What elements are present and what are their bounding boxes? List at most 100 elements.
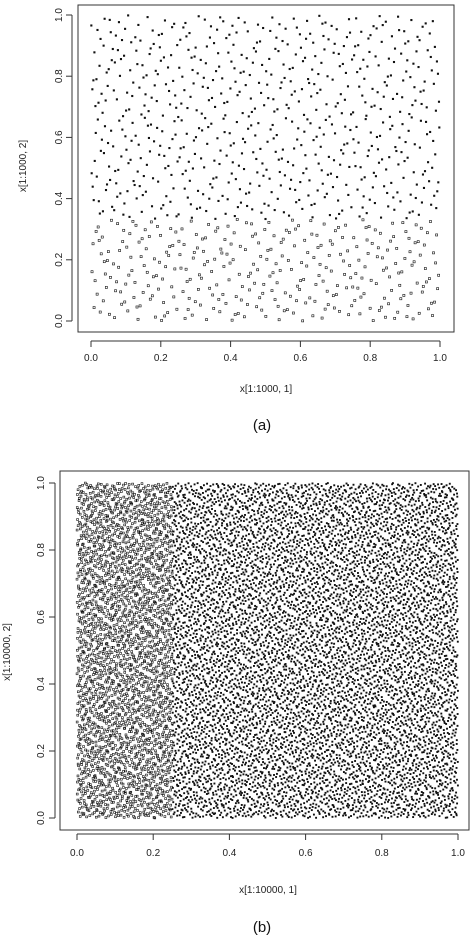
data-point	[333, 730, 335, 733]
data-point	[157, 33, 160, 37]
data-point	[204, 62, 207, 65]
data-point	[122, 228, 126, 232]
data-point	[125, 497, 129, 501]
data-point	[396, 792, 399, 794]
data-point	[304, 154, 307, 157]
data-point	[250, 803, 253, 806]
data-point	[186, 754, 189, 757]
data-point	[359, 536, 362, 539]
data-point	[355, 775, 358, 778]
data-point	[271, 604, 274, 606]
data-point	[328, 491, 331, 494]
data-point	[433, 730, 436, 733]
data-point	[233, 555, 236, 558]
data-point	[318, 587, 321, 590]
data-point	[210, 656, 213, 659]
data-point	[403, 30, 406, 33]
data-point	[384, 816, 387, 819]
data-point	[401, 627, 403, 630]
data-point	[185, 507, 188, 510]
data-point	[304, 581, 307, 584]
data-point	[352, 663, 355, 666]
data-point	[284, 566, 287, 569]
data-point	[195, 531, 198, 534]
data-point	[180, 612, 183, 614]
data-point	[238, 720, 241, 723]
data-point	[236, 206, 239, 209]
data-point	[392, 584, 395, 587]
data-point	[265, 716, 268, 719]
data-point	[202, 591, 205, 594]
data-point	[278, 506, 281, 509]
data-point	[190, 517, 193, 520]
data-point	[344, 533, 346, 536]
data-point	[137, 559, 141, 562]
data-point	[340, 498, 343, 501]
data-point	[350, 696, 353, 699]
data-point	[236, 520, 239, 523]
data-point	[377, 309, 381, 312]
data-point	[420, 758, 423, 761]
data-point	[148, 557, 151, 561]
data-point	[445, 484, 448, 487]
data-point	[386, 248, 389, 252]
data-point	[302, 278, 306, 281]
data-point	[243, 596, 246, 599]
data-point	[202, 599, 205, 602]
data-point	[211, 749, 214, 752]
data-point	[340, 768, 342, 771]
data-point	[264, 585, 267, 588]
data-point	[109, 774, 113, 777]
data-point	[238, 188, 241, 191]
data-point	[246, 798, 249, 801]
data-point	[323, 196, 326, 199]
data-point	[248, 604, 251, 607]
data-point	[408, 754, 411, 756]
data-point	[375, 793, 378, 796]
data-point	[148, 297, 152, 301]
data-point	[119, 290, 122, 294]
data-point	[120, 39, 124, 42]
data-point	[424, 585, 427, 588]
data-point	[136, 804, 140, 807]
data-point	[159, 234, 162, 237]
data-point	[343, 597, 346, 600]
data-point	[195, 675, 198, 677]
data-point	[341, 549, 344, 552]
data-point	[289, 688, 292, 691]
data-point	[259, 806, 262, 809]
data-point	[453, 691, 456, 694]
data-point	[242, 653, 245, 656]
data-point	[104, 574, 107, 577]
data-point	[164, 491, 167, 495]
data-point	[423, 522, 426, 525]
data-point	[363, 609, 366, 612]
data-point	[379, 774, 382, 777]
data-point	[350, 113, 353, 116]
data-point	[432, 649, 435, 652]
data-point	[175, 791, 178, 794]
data-point	[263, 767, 265, 770]
data-point	[213, 705, 216, 708]
data-point	[436, 751, 439, 753]
data-point	[91, 618, 95, 622]
data-point	[313, 491, 316, 494]
data-point	[132, 532, 136, 535]
data-point	[342, 759, 345, 761]
data-point	[387, 205, 390, 208]
data-point	[169, 702, 172, 705]
data-point	[91, 242, 95, 246]
data-point	[80, 525, 84, 529]
data-point	[143, 768, 147, 771]
data-point	[426, 670, 429, 673]
data-point	[100, 607, 104, 611]
data-point	[423, 605, 426, 608]
data-point	[99, 37, 102, 40]
data-point	[341, 641, 344, 643]
data-point	[210, 548, 212, 551]
data-point	[308, 771, 311, 774]
data-point	[330, 755, 333, 758]
data-point	[349, 540, 351, 543]
data-point	[199, 580, 202, 583]
data-point	[294, 605, 297, 608]
